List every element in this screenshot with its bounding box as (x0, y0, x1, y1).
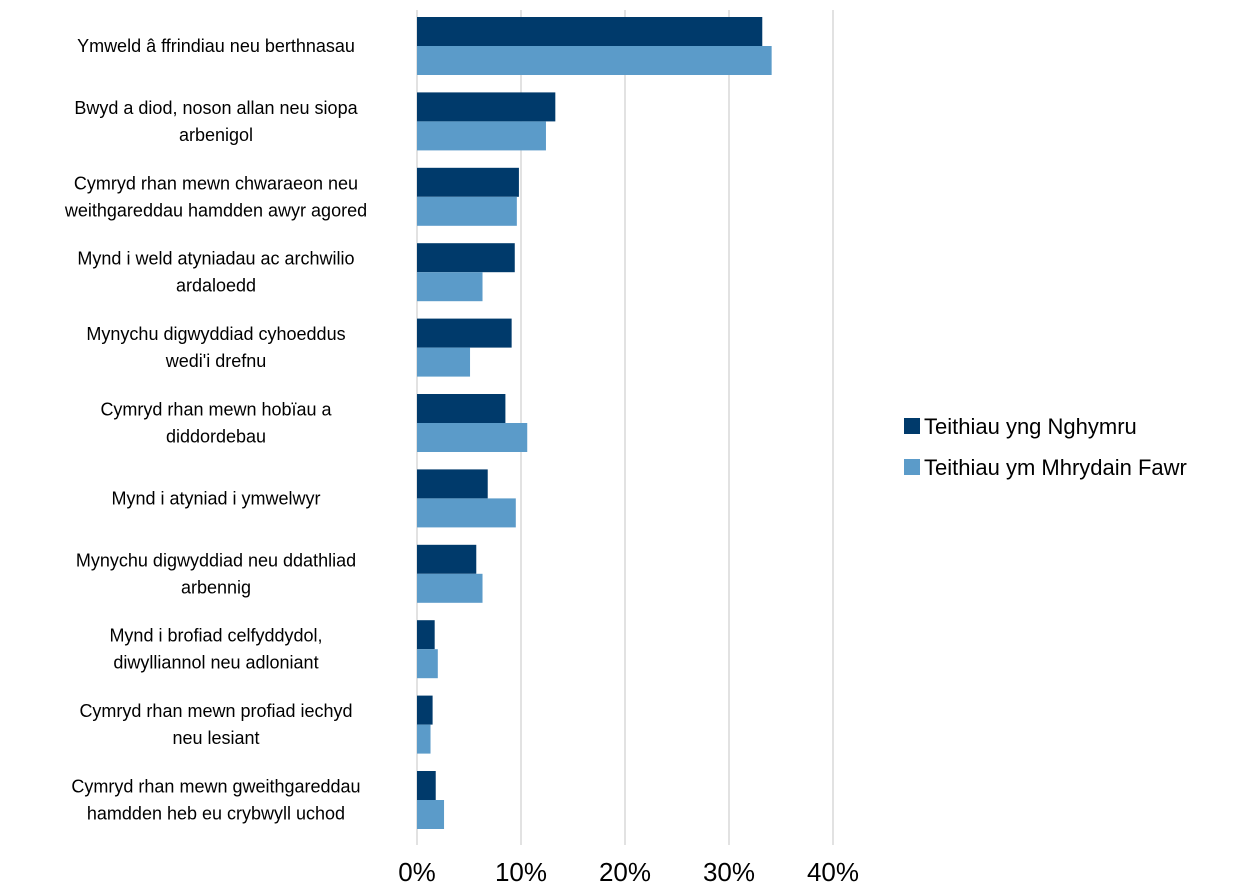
x-tick-label: 20% (599, 857, 651, 887)
bar-great-britain (417, 423, 528, 452)
legend-swatch (904, 418, 920, 434)
x-tick-label: 0% (398, 857, 436, 887)
category-label: Bwyd a diod, noson allan neu siopa arbeni… (74, 98, 358, 145)
bar-wales (417, 167, 519, 197)
bar-wales (417, 17, 763, 46)
bar-wales (417, 243, 515, 273)
category-label: Cymryd rhan mewn hobïau a diddordebau (100, 400, 332, 447)
category-label: Ymweld â ffrindiau neu berthnasau (77, 36, 355, 56)
legend-label: Teithiau ym Mhrydain Fawr (924, 455, 1187, 480)
bar-great-britain (417, 196, 517, 226)
x-tick-label: 10% (495, 857, 547, 887)
category-label: Cymryd rhan mewn chwaraeon neu weithgared… (64, 173, 367, 220)
bar-wales (417, 92, 556, 122)
bar-great-britain (417, 573, 483, 603)
bar-great-britain (417, 347, 471, 377)
category-label: Cymryd rhan mewn profiad iechyd neu lesia… (79, 701, 352, 748)
bar-wales (417, 695, 433, 725)
bar-great-britain (417, 121, 546, 151)
bar-wales (417, 620, 435, 650)
category-label: Cymryd rhan mewn gweithgareddau hamdden h… (71, 777, 360, 824)
bar-great-britain (417, 272, 483, 302)
bar-wales (417, 318, 512, 348)
category-label: Mynd i atyniad i ymwelwyr (111, 488, 320, 508)
legend-label: Teithiau yng Nghymru (924, 414, 1137, 439)
legend: Teithiau yng Nghymru Teithiau ym Mhrydain… (904, 414, 1187, 480)
bar-great-britain (417, 800, 445, 829)
category-label: Mynychu digwyddiad neu ddathliad arbennig (76, 550, 356, 597)
x-tick-label: 30% (703, 857, 755, 887)
category-label: Mynd i brofiad celfyddydol, diwylliannol … (109, 626, 322, 673)
category-label: Mynd i weld atyniadau ac archwilio ardalo… (77, 249, 354, 296)
bar-wales (417, 771, 436, 800)
bar-wales (417, 544, 477, 574)
x-axis-tick-labels: 0% 10% 20% 30% 40% (398, 857, 859, 887)
bar-wales (417, 394, 506, 423)
category-label: Mynychu digwyddiad cyhoeddus wedi'i drefn… (86, 324, 345, 371)
bar-wales (417, 469, 488, 499)
bar-great-britain (417, 649, 438, 679)
bars (417, 17, 772, 829)
bar-great-britain (417, 724, 431, 754)
x-tick-label: 40% (807, 857, 859, 887)
bar-great-britain (417, 46, 772, 75)
legend-swatch (904, 459, 920, 475)
bar-great-britain (417, 498, 516, 528)
category-labels: Ymweld â ffrindiau neu berthnasau Bwyd a … (64, 36, 367, 824)
